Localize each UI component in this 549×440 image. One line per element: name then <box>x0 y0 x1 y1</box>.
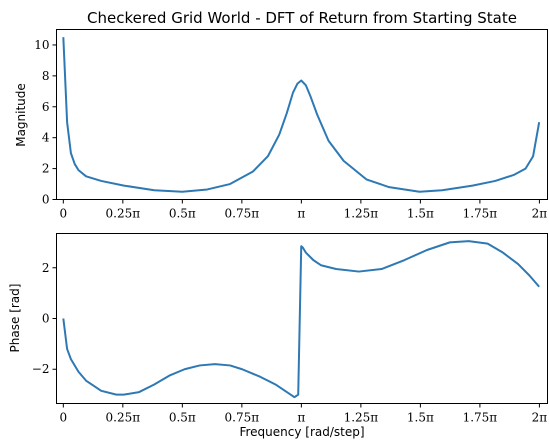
magnitude-x-tick-label: 2π <box>532 207 548 221</box>
phase-y-tick-label: 0 <box>42 312 50 326</box>
magnitude-x-tick-label: 0.25π <box>106 207 141 221</box>
phase-y-tick-label: −2 <box>32 362 50 376</box>
phase-x-tick-label: 0.25π <box>106 411 141 425</box>
phase-axis-label: Phase [rad] <box>8 284 22 353</box>
magnitude-y-tick-label: 2 <box>42 162 50 176</box>
phase-plot: Phase [rad] Frequency [rad/step] 0 0.25π 0… <box>8 233 548 439</box>
phase-x-tick-label: 0.5π <box>169 411 196 425</box>
magnitude-x-tick-label: 0.75π <box>225 207 260 221</box>
phase-x-tick-label: 2π <box>532 411 548 425</box>
chart-title: Checkered Grid World - DFT of Return fro… <box>87 9 517 27</box>
magnitude-plot-frame <box>56 29 548 200</box>
phase-y-tick-label: 2 <box>42 261 50 275</box>
magnitude-y-tick-label: 8 <box>42 69 50 83</box>
magnitude-x-tick-label: 1.5π <box>407 207 434 221</box>
phase-x-tick-label: 0 <box>59 411 67 425</box>
magnitude-y-tick-label: 4 <box>42 131 50 145</box>
phase-plot-frame <box>56 233 548 404</box>
phase-x-tick-label: 0.75π <box>225 411 260 425</box>
magnitude-x-tick-label: π <box>297 207 305 221</box>
magnitude-x-tick-label: 1.75π <box>463 207 498 221</box>
phase-x-tick-label: 1.5π <box>407 411 434 425</box>
magnitude-x-tick-label: 1.25π <box>344 207 379 221</box>
magnitude-plot: Magnitude 0 0.25π 0.5π 0.75π π 1.25π 1.5π 1.75π… <box>14 29 548 221</box>
magnitude-y-tick-label: 6 <box>42 100 50 114</box>
phase-x-tick-label: 1.25π <box>344 411 379 425</box>
magnitude-y-tick-label: 0 <box>42 193 50 207</box>
magnitude-series-line <box>62 37 541 193</box>
magnitude-x-tick-label: 0 <box>59 207 67 221</box>
magnitude-x-tick-label: 0.5π <box>169 207 196 221</box>
magnitude-axis-label: Magnitude <box>14 83 28 147</box>
phase-x-tick-label: π <box>297 411 305 425</box>
phase-x-tick-label: 1.75π <box>463 411 498 425</box>
phase-series-line <box>62 240 540 399</box>
magnitude-y-tick-label: 10 <box>34 38 49 52</box>
frequency-axis-label: Frequency [rad/step] <box>239 425 364 439</box>
